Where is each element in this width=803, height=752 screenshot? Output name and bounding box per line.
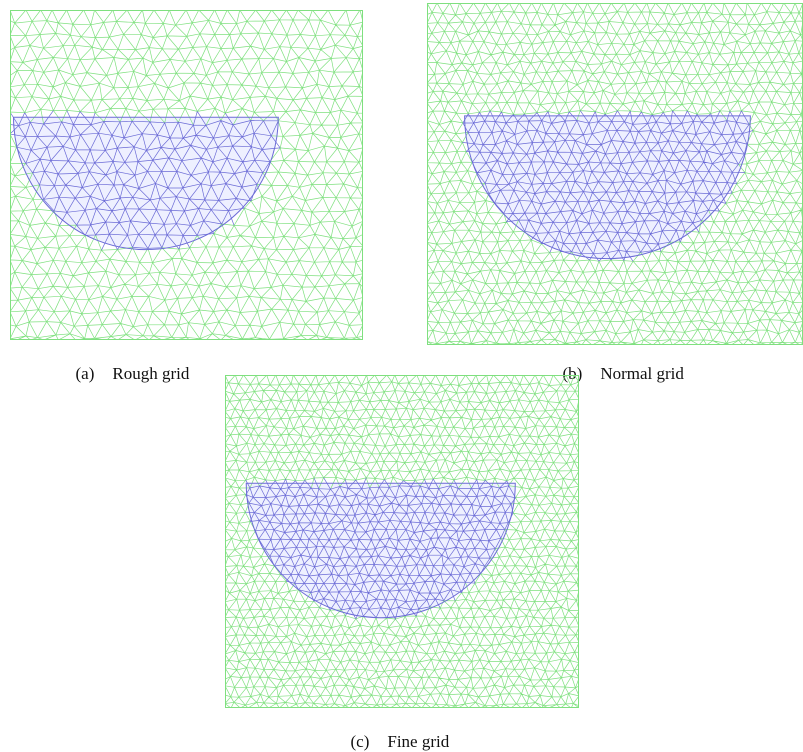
outer-mesh-lines <box>427 3 803 345</box>
outer-mesh-lines <box>10 10 363 340</box>
caption-normal-grid: (b) Normal grid <box>554 344 684 384</box>
inner-mesh-lines <box>462 110 754 262</box>
semicircle-boundary <box>13 116 279 251</box>
semicircle-region <box>13 117 279 250</box>
normal-grid-mesh <box>427 3 803 345</box>
outer-mesh-edges <box>225 375 579 708</box>
mesh-panel-fine <box>225 375 579 708</box>
caption-letter: (c) <box>350 732 370 751</box>
outer-mesh-lines <box>225 375 579 708</box>
caption-letter: (a) <box>75 364 95 383</box>
mesh-panel-rough <box>10 10 363 340</box>
inner-mesh-edges <box>245 477 516 620</box>
caption-text: Rough grid <box>112 364 190 383</box>
inner-mesh-edges <box>10 110 281 251</box>
caption-fine-grid: (c) Fine grid <box>342 712 450 752</box>
inner-mesh-lines <box>10 110 281 251</box>
inner-mesh-edges <box>462 110 754 262</box>
outer-mesh-edges <box>427 3 803 345</box>
semicircle-region <box>464 115 751 259</box>
semicircle-boundary <box>245 482 516 619</box>
fine-grid-mesh <box>225 375 579 708</box>
semicircle-boundary <box>464 115 751 260</box>
domain-boundary <box>10 10 363 340</box>
caption-text: Fine grid <box>387 732 450 751</box>
outer-mesh-edges <box>10 10 363 340</box>
rough-grid-mesh <box>10 10 363 340</box>
mesh-panel-normal <box>427 3 803 345</box>
caption-text: Normal grid <box>600 364 684 383</box>
caption-rough-grid: (a) Rough grid <box>67 344 190 384</box>
inner-mesh-lines <box>245 477 516 620</box>
domain-boundary <box>225 375 579 708</box>
